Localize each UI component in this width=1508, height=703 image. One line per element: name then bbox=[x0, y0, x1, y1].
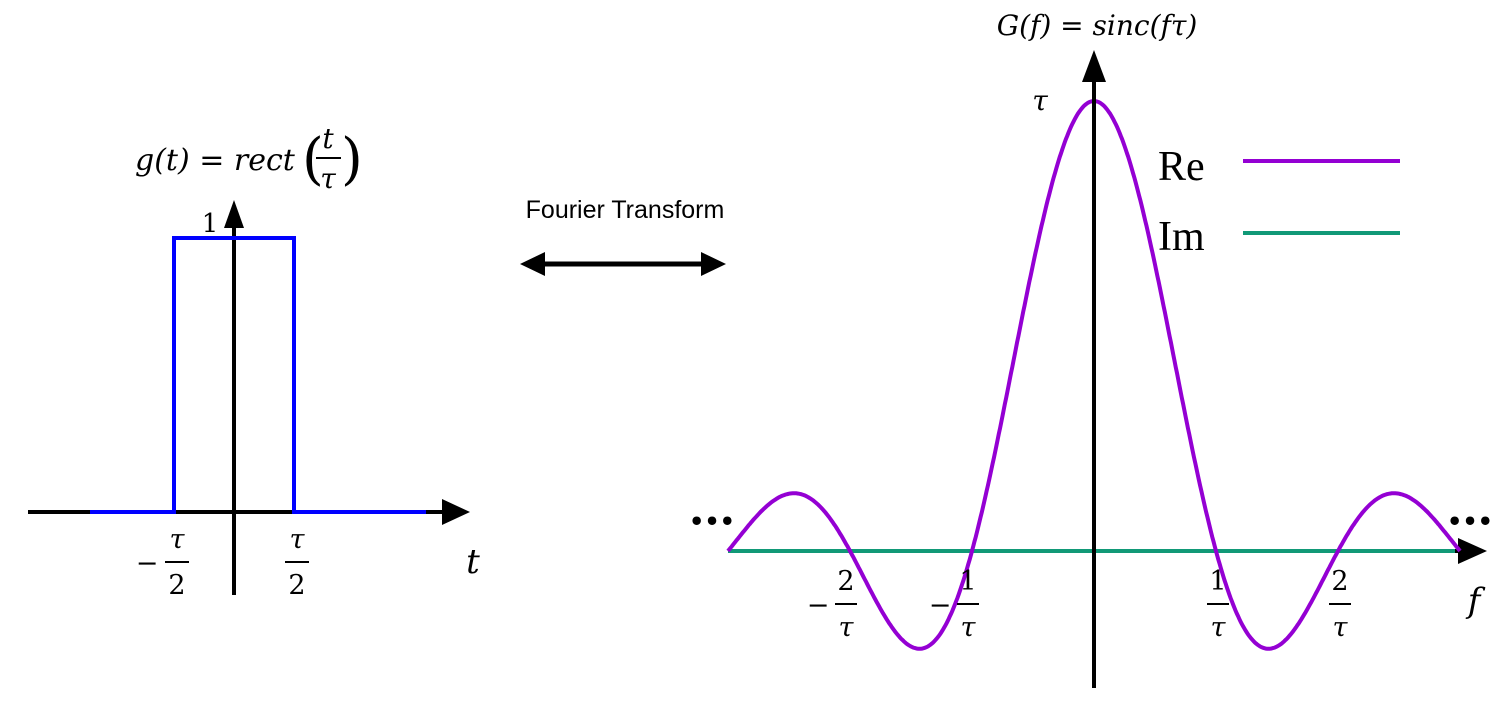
right-tick-0-numerator: 2 bbox=[837, 566, 854, 597]
ellipsis-right: ••• bbox=[1447, 507, 1493, 536]
left-title-lhs: g(t) = rect bbox=[135, 143, 296, 178]
left-tick-0-numerator: τ bbox=[170, 524, 186, 555]
left-title-paren-open: ( bbox=[302, 127, 324, 192]
ellipsis-left: ••• bbox=[689, 507, 735, 536]
right-tick-3-numerator: 2 bbox=[1331, 566, 1348, 597]
right-x-axis-arrow bbox=[1458, 538, 1487, 564]
left-x-axis-arrow bbox=[442, 499, 470, 525]
right-tick-3: 2τ bbox=[1329, 566, 1351, 643]
right-y-axis-arrow bbox=[1082, 50, 1106, 82]
left-y-axis-arrow bbox=[224, 200, 244, 228]
right-tick-2-numerator: 1 bbox=[1209, 566, 1226, 597]
left-plot-title: g(t) = rect ( t τ ) bbox=[135, 122, 363, 195]
right-tick-3-denominator: τ bbox=[1333, 612, 1349, 643]
left-x-label: t bbox=[466, 542, 480, 582]
right-tick-0-denominator: τ bbox=[839, 612, 855, 643]
left-plot: g(t) = rect ( t τ ) 1 t τ2−τ2 bbox=[28, 122, 480, 601]
legend-item-im: Im bbox=[1158, 214, 1400, 260]
left-title-paren-close: ) bbox=[341, 127, 363, 192]
legend: Re Im bbox=[1158, 144, 1400, 260]
left-tick-0-denominator: 2 bbox=[168, 570, 185, 601]
right-tick-0-sign: − bbox=[807, 590, 830, 621]
right-x-label: f bbox=[1465, 581, 1486, 621]
right-tick-2: 1τ bbox=[1207, 566, 1229, 643]
right-peak-label: τ bbox=[1032, 84, 1048, 117]
legend-item-re: Re bbox=[1158, 144, 1400, 190]
right-tick-1: 1 τ− bbox=[929, 566, 979, 643]
legend-label-re: Re bbox=[1158, 144, 1205, 190]
left-tick-labels: τ2−τ2 bbox=[136, 524, 309, 601]
right-plot-title: G(f) = sinc(fτ) bbox=[997, 9, 1198, 42]
left-title-den: τ bbox=[320, 162, 336, 195]
legend-label-im: Im bbox=[1158, 214, 1205, 260]
left-tick-0-sign: − bbox=[136, 548, 159, 579]
rect-pulse-line bbox=[90, 236, 426, 514]
right-tick-1-numerator: 1 bbox=[959, 566, 976, 597]
left-tick-0: τ 2− bbox=[136, 524, 189, 601]
fourier-transform: Fourier Transform bbox=[520, 196, 726, 276]
double-arrow-left-head bbox=[520, 252, 545, 276]
right-tick-1-denominator: τ bbox=[961, 612, 977, 643]
left-tick-1-numerator: τ bbox=[290, 524, 306, 555]
right-tick-0: 2 τ− bbox=[807, 566, 857, 643]
left-tick-1-denominator: 2 bbox=[288, 570, 305, 601]
double-arrow-right-head bbox=[701, 252, 726, 276]
fourier-transform-label: Fourier Transform bbox=[526, 196, 725, 224]
right-tick-2-denominator: τ bbox=[1211, 612, 1227, 643]
left-height-label: 1 bbox=[202, 209, 219, 239]
left-tick-1: τ2 bbox=[285, 524, 309, 601]
left-title-num: t bbox=[322, 122, 334, 155]
right-tick-1-sign: − bbox=[929, 590, 952, 621]
